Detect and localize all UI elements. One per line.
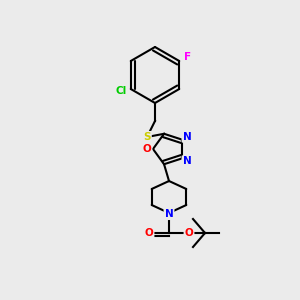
Text: N: N [165,209,173,219]
Text: O: O [142,144,152,154]
Text: O: O [145,228,153,238]
Text: S: S [143,132,151,142]
Text: N: N [183,132,191,142]
Text: N: N [183,156,191,167]
Text: Cl: Cl [115,86,126,96]
Text: O: O [184,228,194,238]
Text: F: F [184,52,191,62]
